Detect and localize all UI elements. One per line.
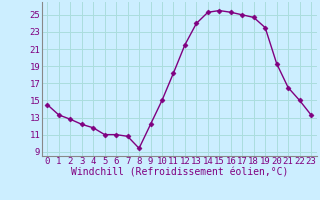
X-axis label: Windchill (Refroidissement éolien,°C): Windchill (Refroidissement éolien,°C) bbox=[70, 168, 288, 178]
